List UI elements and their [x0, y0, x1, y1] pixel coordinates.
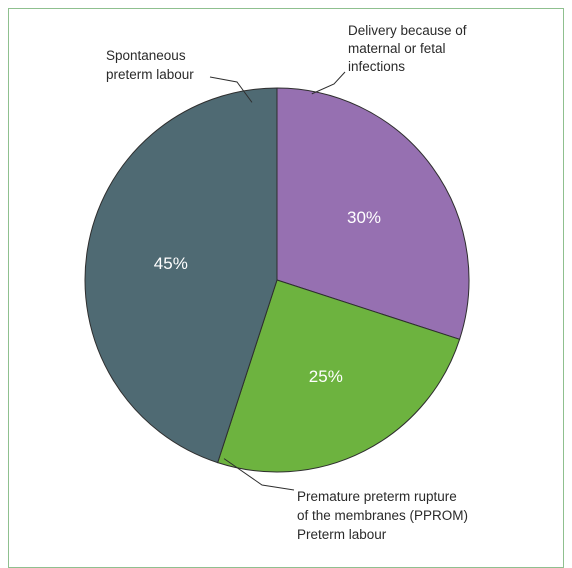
value-labels: 30% 25% 45% [154, 208, 381, 386]
annotation-pprom: Premature preterm rupture of the membran… [297, 489, 472, 542]
annotation-infections-line-1: Delivery because of [348, 23, 467, 38]
pie-slice-pprom [217, 279, 461, 473]
pie-slice-spontaneous [84, 87, 278, 464]
pie-slice-infections [276, 87, 470, 340]
annotation-pprom-line-1: Premature preterm rupture [297, 489, 457, 504]
annotation-infections-line-3: infections [348, 59, 405, 74]
annotation-pprom-line-3: Preterm labour [297, 527, 387, 542]
leader-line-spontaneous [209, 76, 253, 103]
slice-value-label-spontaneous: 45% [154, 254, 188, 273]
slice-value-label-infections: 30% [347, 208, 381, 227]
leader-line-infections [311, 71, 346, 95]
leader-line-pprom [223, 458, 295, 491]
slice-value-label-pprom: 25% [309, 367, 343, 386]
pie-slices [84, 87, 470, 473]
annotation-pprom-line-2: of the membranes (PPROM) [297, 508, 468, 523]
annotation-spontaneous-line-1: Spontaneous [106, 48, 186, 63]
pie-chart: 30% 25% 45% Delivery because of maternal o… [84, 23, 472, 542]
annotation-infections: Delivery because of maternal or fetal in… [348, 23, 470, 74]
annotation-spontaneous: Spontaneous preterm labour [106, 48, 194, 82]
leader-lines [209, 71, 346, 491]
annotation-infections-line-2: maternal or fetal [348, 41, 446, 56]
annotation-spontaneous-line-2: preterm labour [106, 67, 194, 82]
